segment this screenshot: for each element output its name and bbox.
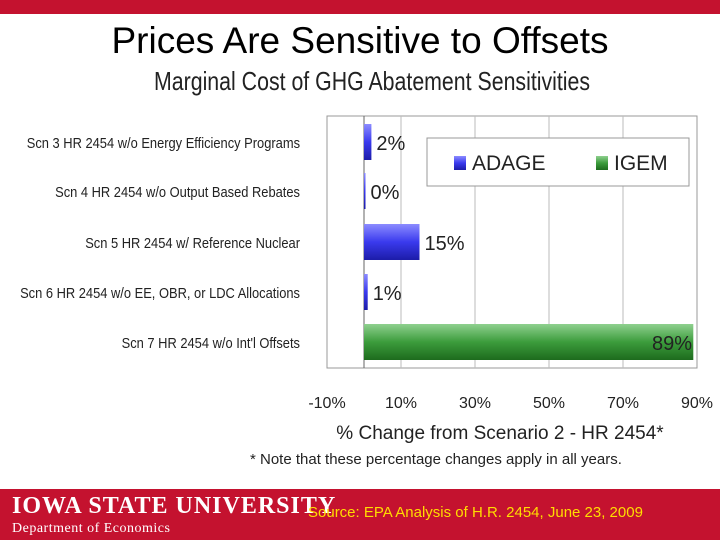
- legend-swatch-igem: [596, 156, 608, 170]
- value-label: 89%: [652, 333, 692, 355]
- x-tick-label: 10%: [385, 395, 417, 412]
- category-label: Scn 3 HR 2454 w/o Energy Efficiency Prog…: [27, 134, 300, 151]
- slide-title: Prices Are Sensitive to Offsets: [111, 20, 609, 61]
- legend-swatch-adage: [454, 156, 466, 170]
- legend-label: ADAGE: [472, 152, 546, 175]
- department-name: Department of Economics: [12, 521, 171, 536]
- x-axis-title: % Change from Scenario 2 - HR 2454*: [336, 423, 664, 444]
- category-label: Scn 5 HR 2454 w/ Reference Nuclear: [85, 234, 300, 251]
- category-label: Scn 6 HR 2454 w/o EE, OBR, or LDC Alloca…: [20, 284, 300, 301]
- top-accent-bar: [0, 0, 720, 14]
- x-tick-label: 30%: [459, 395, 491, 412]
- footer-band: [0, 489, 720, 540]
- bar-5: [364, 224, 420, 260]
- source-citation: Source: EPA Analysis of H.R. 2454, June …: [308, 504, 643, 521]
- value-label: 1%: [373, 283, 402, 305]
- value-label: 2%: [376, 133, 405, 155]
- x-tick-label: 90%: [681, 395, 713, 412]
- chart-title: Marginal Cost of GHG Abatement Sensitivi…: [154, 66, 591, 96]
- legend-box: [426, 137, 690, 187]
- value-label: 0%: [371, 182, 400, 204]
- bar-7: [364, 324, 694, 360]
- category-label: Scn 4 HR 2454 w/o Output Based Rebates: [55, 183, 300, 200]
- bar-3: [364, 124, 372, 160]
- legend-label: IGEM: [614, 152, 668, 175]
- x-tick-label: 70%: [607, 395, 639, 412]
- bar-chart: Scn 3 HR 2454 w/o Energy Efficiency Prog…: [20, 115, 713, 444]
- category-label: Scn 7 HR 2454 w/o Int'l Offsets: [122, 334, 300, 351]
- university-logo: IOWA STATE UNIVERSITY: [12, 493, 337, 519]
- bar-4: [364, 173, 366, 209]
- x-tick-label: 50%: [533, 395, 565, 412]
- bar-6: [364, 274, 368, 310]
- value-label: 15%: [425, 233, 465, 255]
- footnote: * Note that these percentage changes app…: [250, 451, 622, 468]
- x-tick-label: -10%: [308, 395, 345, 412]
